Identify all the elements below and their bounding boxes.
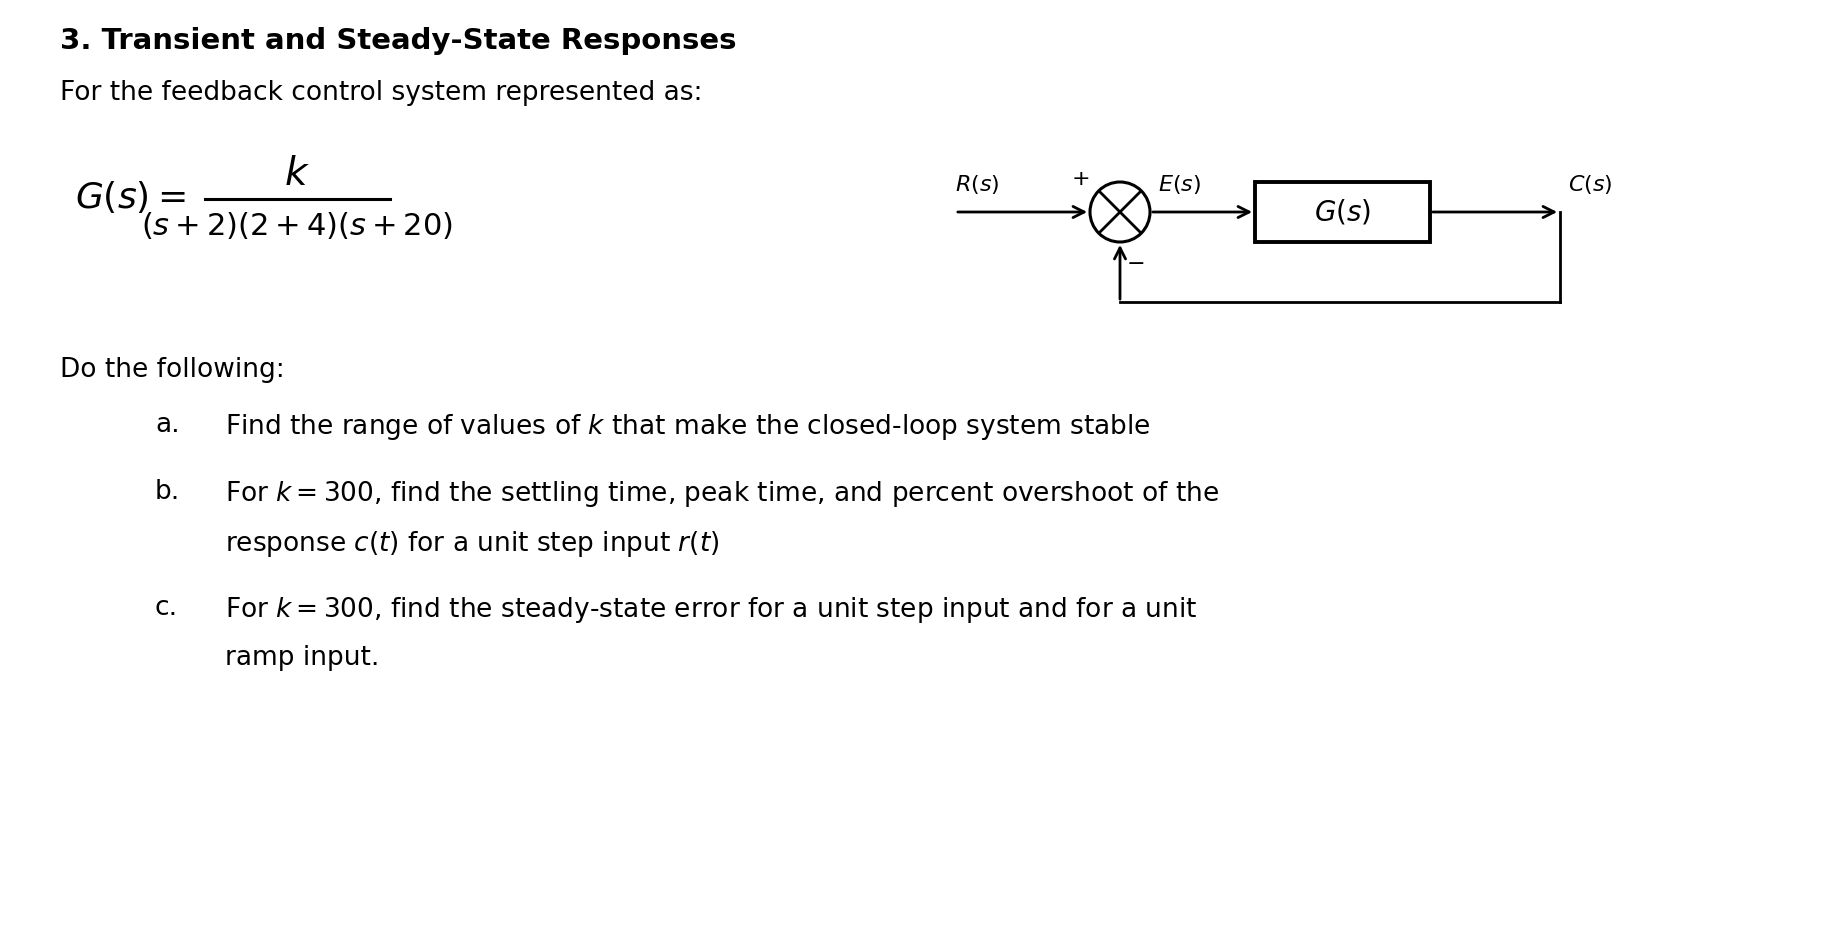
Text: response $c(t)$ for a unit step input $r(t)$: response $c(t)$ for a unit step input $r… xyxy=(225,529,719,559)
Text: 3. Transient and Steady-State Responses: 3. Transient and Steady-State Responses xyxy=(59,27,736,55)
Text: ramp input.: ramp input. xyxy=(225,645,379,671)
Text: $(s + 2)(2 + 4)(s + 20)$: $(s + 2)(2 + 4)(s + 20)$ xyxy=(140,209,453,241)
Text: b.: b. xyxy=(155,479,179,505)
Text: $C(s)$: $C(s)$ xyxy=(1567,173,1611,196)
Text: $k$: $k$ xyxy=(285,155,310,193)
Text: Find the range of values of $k$ that make the closed-loop system stable: Find the range of values of $k$ that mak… xyxy=(225,412,1149,442)
Text: $E(s)$: $E(s)$ xyxy=(1157,173,1201,196)
Text: $+$: $+$ xyxy=(1070,169,1088,189)
Text: $R(s)$: $R(s)$ xyxy=(954,173,1000,196)
Text: For $k = 300$, find the settling time, peak time, and percent overshoot of the: For $k = 300$, find the settling time, p… xyxy=(225,479,1218,509)
Text: For $k = 300$, find the steady-state error for a unit step input and for a unit: For $k = 300$, find the steady-state err… xyxy=(225,595,1198,625)
Text: For the feedback control system represented as:: For the feedback control system represen… xyxy=(59,80,702,106)
Text: $G(s) =$: $G(s) =$ xyxy=(76,179,185,215)
Text: $G(s)$: $G(s)$ xyxy=(1314,198,1371,226)
Text: c.: c. xyxy=(155,595,177,621)
Text: Do the following:: Do the following: xyxy=(59,357,285,383)
Text: $-$: $-$ xyxy=(1125,252,1144,272)
FancyBboxPatch shape xyxy=(1255,182,1429,242)
Text: a.: a. xyxy=(155,412,179,438)
